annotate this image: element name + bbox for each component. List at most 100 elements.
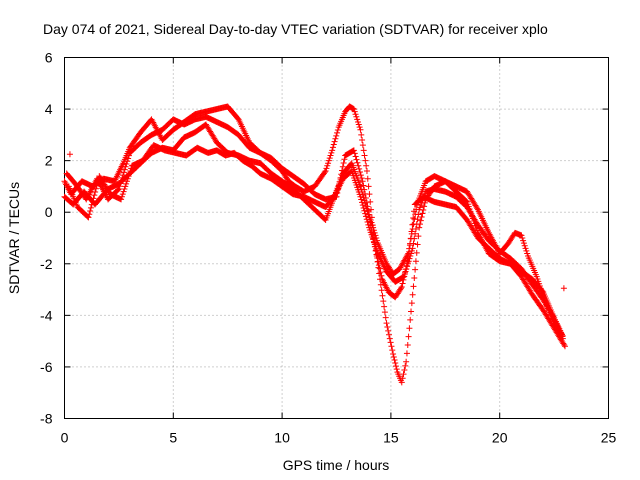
- data-point: [120, 169, 127, 176]
- data-point: [359, 142, 366, 149]
- data-point: [403, 358, 410, 365]
- data-point: [409, 245, 416, 252]
- data-point: [380, 298, 387, 305]
- data-point: [120, 188, 127, 195]
- data-point: [401, 271, 408, 278]
- data-point: [87, 208, 94, 215]
- data-point: [362, 195, 369, 202]
- data-point: [560, 285, 567, 292]
- data-point: [341, 156, 348, 163]
- data-point: [364, 203, 371, 210]
- data-point: [412, 258, 419, 265]
- data-point: [357, 183, 364, 190]
- data-point: [124, 175, 131, 182]
- data-point: [415, 233, 422, 240]
- data-point: [412, 225, 419, 232]
- y-tick-label: -8: [40, 411, 53, 427]
- data-point: [329, 147, 336, 154]
- data-point: [118, 177, 125, 184]
- data-point: [408, 250, 415, 257]
- y-tick-label: -4: [40, 307, 53, 323]
- data-point: [390, 354, 397, 361]
- data-point: [376, 265, 383, 272]
- x-tick-label: 0: [61, 430, 69, 446]
- data-point: [368, 206, 375, 213]
- data-point: [329, 144, 336, 151]
- data-point: [122, 163, 129, 170]
- data-point: [123, 161, 130, 168]
- grid-layer: [64, 57, 609, 419]
- data-point: [519, 235, 526, 241]
- data-point: [409, 291, 416, 298]
- data-point: [115, 186, 122, 193]
- data-point: [123, 180, 130, 187]
- data-point: [125, 173, 132, 180]
- data-point: [387, 339, 394, 346]
- data-point: [118, 196, 125, 203]
- data-point: [122, 183, 129, 190]
- data-point: [559, 332, 566, 339]
- data-point: [407, 316, 414, 323]
- data-point: [416, 224, 423, 231]
- data-point: [417, 217, 424, 224]
- data-point: [85, 214, 92, 221]
- y-tick-label: 0: [45, 204, 53, 220]
- data-point: [561, 341, 568, 348]
- data-point: [353, 113, 360, 120]
- data-point: [400, 273, 407, 280]
- data-point: [397, 285, 404, 292]
- data-point: [92, 188, 99, 195]
- tick-layer: [64, 57, 609, 419]
- data-point: [355, 121, 362, 128]
- data-point: [340, 159, 347, 166]
- data-point: [365, 183, 372, 190]
- data-point: [391, 357, 398, 364]
- data-point: [323, 165, 330, 172]
- data-point: [120, 172, 127, 179]
- data-point: [361, 152, 368, 159]
- data-point: [412, 230, 419, 237]
- x-axis-label: GPS time / hours: [283, 457, 390, 473]
- data-point: [358, 175, 365, 182]
- data-point: [474, 205, 481, 212]
- data-point: [88, 201, 95, 208]
- x-tick-label: 25: [601, 430, 617, 446]
- data-point: [463, 198, 470, 205]
- data-point: [404, 260, 411, 267]
- data-point: [406, 255, 413, 262]
- data-point: [357, 172, 364, 179]
- y-axis-label: SDTVAR / TECUs: [6, 182, 22, 294]
- data-point: [390, 351, 397, 358]
- data-point: [353, 156, 360, 163]
- data-point: [402, 268, 409, 275]
- data-point: [351, 150, 358, 157]
- data-point: [359, 137, 366, 144]
- data-point: [418, 214, 425, 221]
- data-point: [354, 118, 361, 125]
- data-point: [413, 221, 420, 228]
- data-point: [360, 182, 367, 189]
- data-point: [382, 314, 389, 321]
- data-point: [357, 126, 364, 133]
- data-point: [365, 221, 372, 228]
- data-point: [405, 258, 412, 265]
- data-point: [364, 219, 371, 226]
- data-point: [406, 325, 413, 332]
- data-point: [121, 166, 128, 173]
- data-point: [359, 199, 366, 206]
- data-point: [359, 202, 366, 209]
- data-point: [410, 283, 417, 290]
- data-point: [363, 216, 370, 223]
- data-point: [385, 331, 392, 338]
- x-tick-label: 15: [383, 430, 399, 446]
- data-point: [392, 360, 399, 367]
- data-point: [405, 333, 412, 340]
- data-point: [326, 155, 333, 162]
- data-point: [378, 287, 385, 294]
- data-point: [524, 250, 531, 257]
- data-point: [354, 116, 361, 123]
- data-point: [334, 127, 341, 134]
- data-point: [520, 237, 527, 244]
- data-point: [363, 162, 370, 169]
- data-point: [354, 159, 361, 166]
